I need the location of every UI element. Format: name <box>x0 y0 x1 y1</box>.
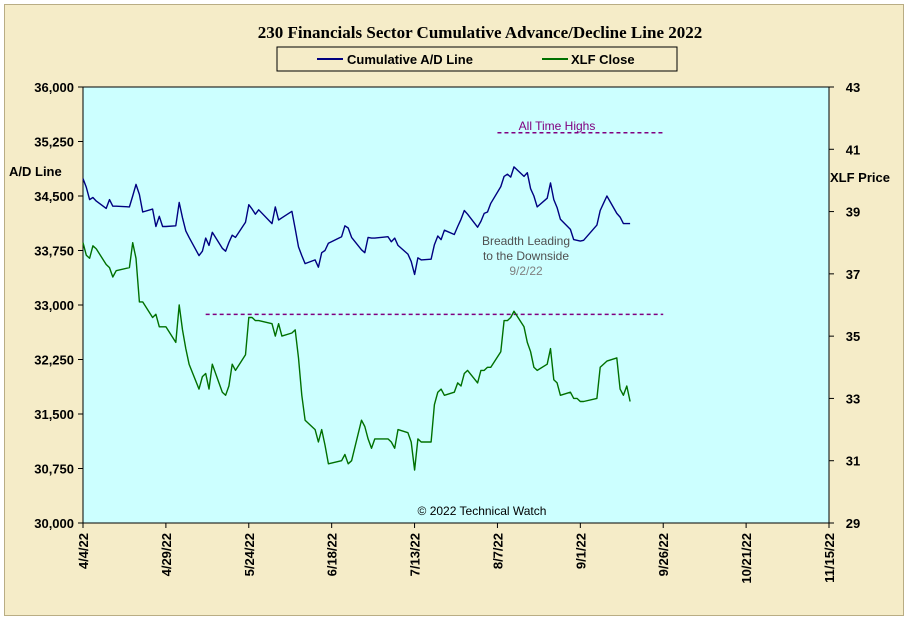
annotation-breadth-leading: Breadth Leading <box>482 234 570 248</box>
legend: Cumulative A/D Line XLF Close <box>276 46 678 72</box>
y-left-tick-label: 30,750 <box>34 462 74 477</box>
x-tick-label: 9/26/22 <box>656 533 671 576</box>
annotation-to-the-downside: to the Downside <box>483 249 569 263</box>
y-right-tick-label: 43 <box>846 80 860 95</box>
series-line-ad-line <box>82 166 631 276</box>
y-right-tick-label: 29 <box>846 516 860 531</box>
y-left-tick-label: 33,750 <box>34 244 74 259</box>
annotation-all-time-highs: All Time Highs <box>519 119 596 133</box>
y-axis-right: 29 31 33 35 37 39 41 43 <box>829 80 860 531</box>
x-tick-label: 4/29/22 <box>159 533 174 576</box>
y-left-tick-label: 33,000 <box>34 298 74 313</box>
y-axis-left: 30,000 30,750 31,500 32,250 33,000 33,750 34,5… <box>34 80 83 531</box>
y-left-tick-label: 30,000 <box>34 516 74 531</box>
x-tick-label: 10/21/22 <box>739 533 754 584</box>
chart-title: 230 Financials Sector Cumulative Advance… <box>258 23 703 42</box>
legend-box <box>276 46 678 72</box>
legend-label-xlf: XLF Close <box>571 52 635 67</box>
chart-frame: 230 Financials Sector Cumulative Advance… <box>4 4 904 616</box>
series-line-xlf-close <box>82 241 631 471</box>
plot-area <box>82 86 830 524</box>
y-right-tick-label: 33 <box>846 391 860 406</box>
x-tick-label: 8/7/22 <box>490 533 505 569</box>
y-left-tick-label: 35,250 <box>34 135 74 150</box>
x-tick-label: 6/18/22 <box>325 533 340 576</box>
annotation-date: 9/2/22 <box>509 264 543 278</box>
x-tick-label: 4/4/22 <box>76 533 91 569</box>
x-axis: 4/4/22 4/29/22 5/24/22 6/18/22 7/13/22 8/7/22… <box>76 523 837 584</box>
y-right-tick-label: 41 <box>846 142 860 157</box>
x-tick-label: 7/13/22 <box>408 533 423 576</box>
y-axis-left-label: A/D Line <box>9 164 62 179</box>
x-tick-label: 9/1/22 <box>573 533 588 569</box>
series-layer <box>82 166 631 471</box>
reference-lines <box>205 132 664 316</box>
copyright-notice: © 2022 Technical Watch <box>418 504 547 518</box>
chart-canvas: 230 Financials Sector Cumulative Advance… <box>9 23 890 584</box>
y-right-tick-label: 35 <box>846 329 860 344</box>
y-left-tick-label: 34,500 <box>34 189 74 204</box>
y-right-tick-label: 31 <box>846 454 860 469</box>
x-tick-label: 11/15/22 <box>822 533 837 583</box>
legend-label-ad-line: Cumulative A/D Line <box>347 52 473 67</box>
y-left-tick-label: 32,250 <box>34 353 74 368</box>
y-right-tick-label: 39 <box>846 205 860 220</box>
y-left-tick-label: 36,000 <box>34 80 74 95</box>
y-axis-right-label: XLF Price <box>830 170 890 185</box>
y-right-tick-label: 37 <box>846 267 860 282</box>
y-left-tick-label: 31,500 <box>34 407 74 422</box>
x-tick-label: 5/24/22 <box>242 533 257 576</box>
